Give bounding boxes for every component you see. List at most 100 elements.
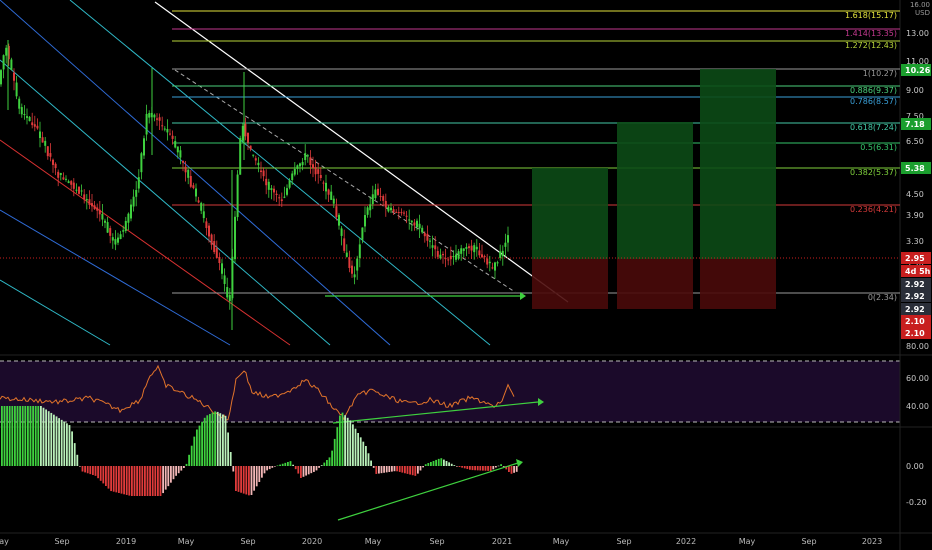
long-position-stop[interactable] (532, 259, 608, 309)
channel-line-cyan-3[interactable] (69, 0, 491, 346)
candle-body (91, 203, 93, 207)
candle-body (413, 222, 416, 226)
macd-bar (385, 466, 388, 473)
channel-line-cyan-2[interactable] (0, 279, 111, 346)
candle-body (239, 138, 242, 175)
macd-bar (482, 466, 484, 471)
macd-bar (222, 414, 224, 466)
candle-body (405, 215, 408, 217)
macd-bar (349, 420, 352, 466)
macd-divergence-arrow[interactable] (337, 459, 523, 521)
macd-bar (409, 466, 411, 475)
macd-bar (73, 443, 76, 466)
fib-level-label: 0.886(9.37) (850, 86, 897, 95)
macd-bar (513, 466, 515, 473)
arrow-head-icon (538, 398, 544, 406)
candle-body (478, 250, 481, 256)
macd-bar (55, 416, 58, 466)
price-badge-label: 7.18 (905, 120, 925, 129)
long-position-target[interactable] (532, 168, 608, 259)
rsi-divergence-arrow[interactable] (332, 398, 544, 424)
rsi-axis[interactable]: 60.00 40.00 (906, 374, 929, 411)
macd-histogram[interactable] (1, 406, 518, 496)
macd-bar (375, 466, 378, 474)
price-axis[interactable]: 13.0011.009.007.506.505.504.503.903.302.… (906, 29, 929, 351)
channel-line-blue-2[interactable] (0, 209, 231, 346)
macd-bar (300, 466, 302, 478)
long-position-target[interactable] (617, 122, 693, 259)
candle-body (182, 160, 184, 163)
time-tick-label: Sep (801, 537, 816, 546)
long-position-stop[interactable] (700, 259, 776, 309)
candle-body (2, 55, 5, 70)
support-arrow[interactable] (325, 292, 526, 300)
candle-body (213, 241, 216, 253)
arrow-head-icon (520, 292, 526, 300)
candle-body (382, 196, 385, 201)
candle-body (174, 140, 177, 148)
macd-axis[interactable]: 0.00 -0.20 (906, 462, 927, 507)
candle-body (332, 198, 335, 204)
time-tick-label: 2022 (676, 537, 696, 546)
candle-body (322, 182, 325, 184)
candle-body (374, 189, 377, 199)
pitchfork-channels[interactable] (0, 0, 569, 346)
macd-bar (497, 465, 500, 467)
fib-level-label: 0.786(8.57) (850, 97, 897, 106)
macd-bar (469, 466, 471, 470)
macd-bar (255, 466, 258, 487)
macd-bar (53, 414, 55, 466)
fib-level-label: 0.618(7.24) (850, 123, 897, 132)
macd-bar (474, 466, 476, 471)
long-position-target[interactable] (700, 69, 776, 259)
macd-bar (144, 466, 146, 496)
macd-bar (372, 466, 375, 468)
macd-bar (461, 466, 463, 468)
candle-body (247, 132, 249, 143)
channel-line-blue[interactable] (0, 0, 391, 346)
downtrend-line[interactable] (154, 1, 569, 303)
macd-trend-line[interactable] (337, 462, 519, 521)
candle-body (197, 200, 200, 203)
candle-body (314, 167, 317, 175)
position-boxes[interactable] (532, 69, 776, 309)
candle-body (475, 246, 478, 250)
price-badge-label: 2.92 (905, 292, 925, 301)
macd-bar (102, 466, 105, 484)
rsi-trend-line[interactable] (332, 401, 539, 424)
macd-bar (240, 466, 242, 493)
price-tick-label: 9.00 (906, 86, 924, 95)
macd-bar (138, 466, 141, 496)
macd-bar (172, 466, 175, 480)
rsi-pane-bg[interactable] (0, 361, 900, 422)
candlestick-series[interactable] (0, 40, 509, 330)
long-position-stop[interactable] (617, 259, 693, 309)
candle-body (67, 181, 70, 184)
macd-bar (489, 466, 492, 471)
macd-bar (419, 466, 422, 471)
macd-bar (289, 461, 292, 466)
candle-body (434, 245, 437, 250)
macd-bar (1, 406, 3, 466)
candle-body (369, 204, 372, 211)
candle-body (52, 159, 54, 165)
channel-line-red[interactable] (0, 139, 291, 346)
fib-retracement[interactable]: 1.618(15.17) 1.414(13.35) 1.272(12.43) 1(10… (172, 10, 900, 302)
time-axis[interactable]: ay Sep 2019 May Sep 2020 May Sep 2021 May Sep 2022 M… (0, 537, 882, 546)
channel-line-cyan[interactable] (0, 59, 331, 346)
candle-body (39, 131, 41, 139)
candle-body (400, 212, 403, 214)
candle-body (262, 170, 265, 177)
arrow-head-icon (516, 459, 523, 467)
macd-bar (128, 466, 131, 496)
macd-bar (175, 466, 177, 476)
macd-bar (131, 466, 133, 496)
candle-body (312, 164, 314, 169)
macd-bar (393, 466, 396, 472)
candle-body (377, 188, 379, 195)
candle-body (319, 175, 322, 179)
rsi-line[interactable] (0, 364, 515, 421)
candle-body (431, 245, 434, 248)
candle-body (421, 227, 424, 233)
